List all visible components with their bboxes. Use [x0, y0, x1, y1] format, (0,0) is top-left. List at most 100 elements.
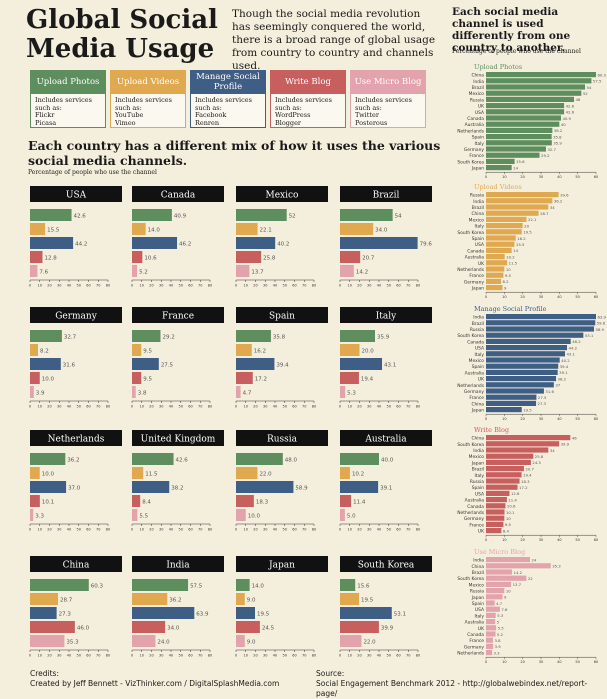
tick-label: 30 [57, 284, 61, 288]
tick-label: 40 [67, 528, 71, 532]
bar [30, 237, 74, 249]
data-label: 42.6 [74, 214, 87, 220]
channel-service: Picasa [35, 118, 57, 127]
bar [340, 330, 376, 342]
bar [132, 372, 142, 384]
country-label-bg [236, 186, 328, 202]
credits: Credits: Created by Jeff Bennett - VizTh… [30, 669, 279, 689]
channel-write-blog: Write Blog Includes services such as: Wo… [270, 70, 346, 128]
tick-label: 20 [357, 284, 361, 288]
tick-label: 20 [357, 654, 361, 658]
tick-label: 40 [67, 654, 71, 658]
tick-label: 10 [348, 284, 352, 288]
data-label: 39.9 [381, 626, 394, 632]
tick-label: 60 [188, 654, 192, 658]
tick-label: 60 [292, 528, 296, 532]
data-label: 22.1 [260, 228, 272, 234]
tick-label: 40 [377, 654, 381, 658]
data-label: 24.5 [262, 626, 275, 632]
channel-manage-social-profile: Manage Social Profile Includes services … [190, 70, 266, 128]
country-label-bg [30, 556, 122, 572]
tick-label: 60 [86, 405, 90, 409]
data-label: 9.5 [143, 377, 152, 383]
data-label: 7.6 [39, 270, 48, 276]
tick-label: 10 [348, 528, 352, 532]
bar [132, 635, 156, 647]
bar [340, 251, 361, 263]
channel-description: Includes services such as: Twitter Poste… [350, 94, 426, 128]
tick-label: 30 [263, 405, 267, 409]
data-label: 5.5 [139, 514, 148, 520]
country-label-bg [132, 186, 224, 202]
tick-label: 30 [263, 654, 267, 658]
country-label: India [166, 561, 190, 571]
bar [30, 481, 67, 493]
bar [132, 223, 146, 235]
bar [132, 593, 168, 605]
tick-label: 80 [208, 528, 212, 532]
tick-label: 20 [253, 528, 257, 532]
tick-label: 20 [47, 528, 51, 532]
bar [340, 223, 374, 235]
bar [132, 509, 138, 521]
bar [132, 621, 166, 633]
bar [340, 607, 392, 619]
right-heading: Each social media channel is used differ… [452, 6, 571, 54]
tick-label: 0 [339, 654, 341, 658]
data-label: 54 [395, 214, 402, 220]
data-label: 19.4 [361, 377, 374, 383]
country-chart: South Korea 15.6 19.5 53.1 39.9 22.0 0 10 20 30 40… [339, 556, 432, 658]
tick-label: 0 [131, 284, 133, 288]
bar [236, 635, 245, 647]
tick-label: 60 [188, 405, 192, 409]
data-label: 42.6 [176, 458, 189, 464]
data-label: 63.9 [196, 612, 209, 618]
tick-label: 50 [283, 528, 287, 532]
data-label: 40.2 [277, 242, 289, 248]
tick-label: 70 [406, 405, 410, 409]
bar [30, 344, 38, 356]
tick-label: 20 [47, 405, 51, 409]
data-label: 52 [289, 214, 296, 220]
tick-label: 70 [96, 528, 100, 532]
data-label: 5.2 [139, 270, 148, 276]
bar [340, 265, 354, 277]
channel-upload-videos: Upload Videos Includes services such as:… [110, 70, 186, 128]
tick-label: 50 [387, 528, 391, 532]
tick-label: 70 [406, 528, 410, 532]
bar [30, 330, 62, 342]
bar [236, 467, 258, 479]
data-label: 37.0 [68, 486, 81, 492]
tick-label: 50 [77, 405, 81, 409]
bar [340, 509, 345, 521]
tick-label: 40 [377, 284, 381, 288]
tick-label: 20 [47, 654, 51, 658]
tick-label: 10 [38, 284, 42, 288]
bar [132, 481, 170, 493]
bar [236, 481, 294, 493]
tick-label: 0 [235, 654, 237, 658]
channel-description: Includes services such as: YouTube Vimeo [110, 94, 186, 128]
bar [132, 358, 159, 370]
tick-label: 50 [179, 528, 183, 532]
bar [340, 579, 356, 591]
country-chart: Brazil 54 34.0 79.6 20.7 14.2 0 10 20 30 40 50 60 70 8… [339, 186, 432, 288]
bar [236, 237, 276, 249]
data-label: 25.8 [263, 256, 276, 262]
country-label: Germany [55, 312, 98, 322]
bar [340, 372, 359, 384]
tick-label: 10 [38, 528, 42, 532]
bar [132, 386, 136, 398]
tick-label: 80 [416, 654, 420, 658]
tick-label: 80 [416, 405, 420, 409]
tick-label: 80 [106, 528, 110, 532]
tick-label: 80 [312, 405, 316, 409]
data-label: 10.0 [42, 377, 55, 383]
tick-label: 30 [367, 405, 371, 409]
data-label: 24.0 [157, 640, 170, 646]
bar [30, 635, 65, 647]
data-label: 9.0 [247, 640, 256, 646]
tick-label: 40 [377, 405, 381, 409]
tick-label: 60 [86, 654, 90, 658]
bar [132, 579, 189, 591]
